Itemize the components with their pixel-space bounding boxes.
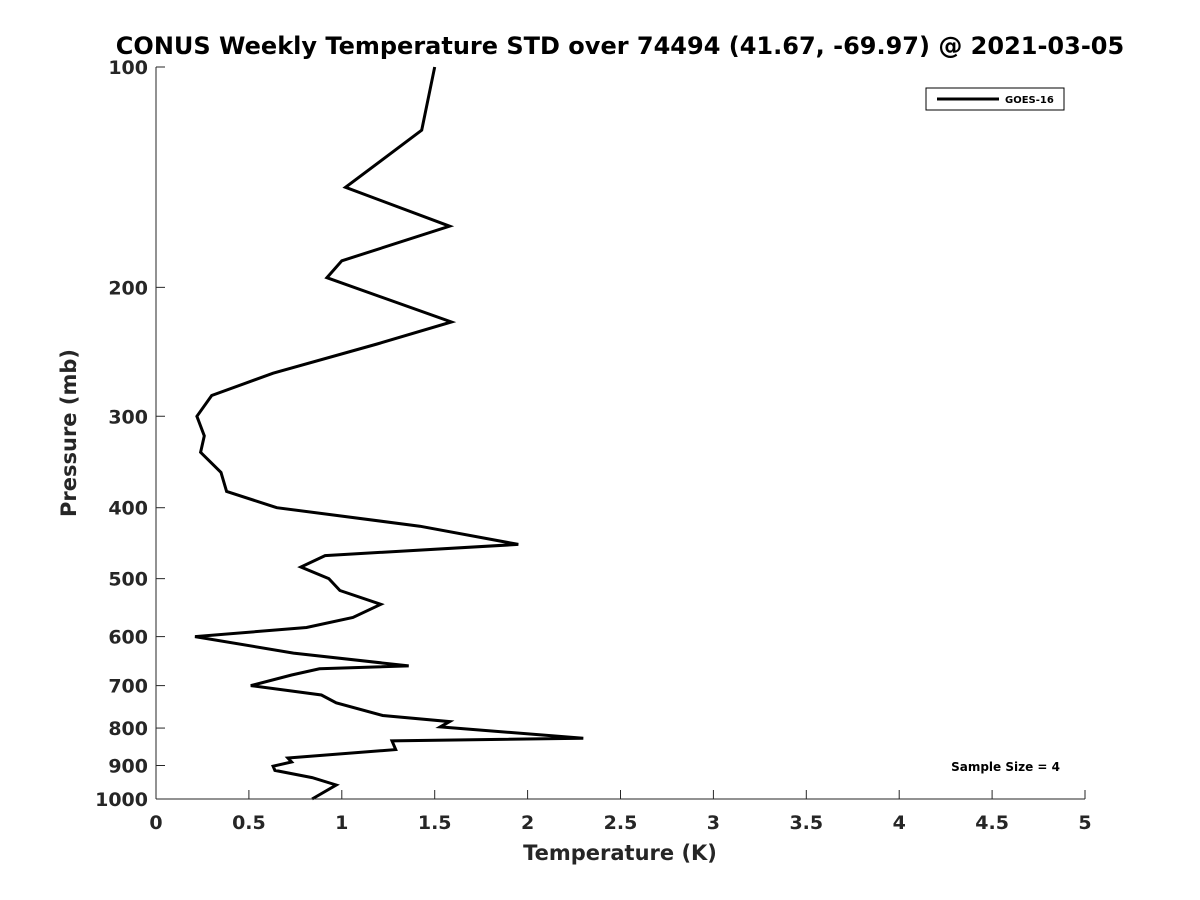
plot-area xyxy=(156,67,1085,799)
x-tick-label: 0.5 xyxy=(232,812,266,834)
y-tick-label: 1000 xyxy=(95,789,148,811)
x-axis-label: Temperature (K) xyxy=(523,841,717,865)
x-tick-label: 2.5 xyxy=(604,812,638,834)
y-tick-label: 800 xyxy=(108,718,148,740)
chart-title: CONUS Weekly Temperature STD over 74494 … xyxy=(116,32,1124,60)
x-tick-label: 1 xyxy=(335,812,348,834)
x-tick-label: 5 xyxy=(1078,812,1091,834)
x-tick-label: 4.5 xyxy=(975,812,1009,834)
ticks-layer: 0 0.5 1 1.5 2 2.5 3 3.5 4 4.5 5 100 200 300 400 500 600 7… xyxy=(95,57,1092,834)
y-axis-label: Pressure (mb) xyxy=(57,349,81,517)
legend-label-goes-16: GOES-16 xyxy=(1005,95,1054,106)
y-tick-label: 100 xyxy=(108,57,148,79)
series-line-goes-16 xyxy=(194,66,584,801)
y-tick-label: 700 xyxy=(108,676,148,698)
sample-size-annotation: Sample Size = 4 xyxy=(951,760,1060,774)
y-tick-label: 900 xyxy=(108,756,148,778)
x-tick-label: 3.5 xyxy=(789,812,823,834)
x-tick-label: 4 xyxy=(893,812,906,834)
x-tick-label: 2 xyxy=(521,812,534,834)
x-tick-label: 3 xyxy=(707,812,720,834)
y-tick-label: 300 xyxy=(108,406,148,428)
y-tick-label: 600 xyxy=(108,627,148,649)
legend: GOES-16 xyxy=(925,87,1065,111)
y-tick-label: 400 xyxy=(108,498,148,520)
y-tick-label: 500 xyxy=(108,569,148,591)
y-tick-label: 200 xyxy=(108,277,148,299)
axes-background xyxy=(156,67,1085,799)
x-tick-label: 1.5 xyxy=(418,812,452,834)
series-layer xyxy=(194,66,584,801)
x-tick-label: 0 xyxy=(149,812,162,834)
